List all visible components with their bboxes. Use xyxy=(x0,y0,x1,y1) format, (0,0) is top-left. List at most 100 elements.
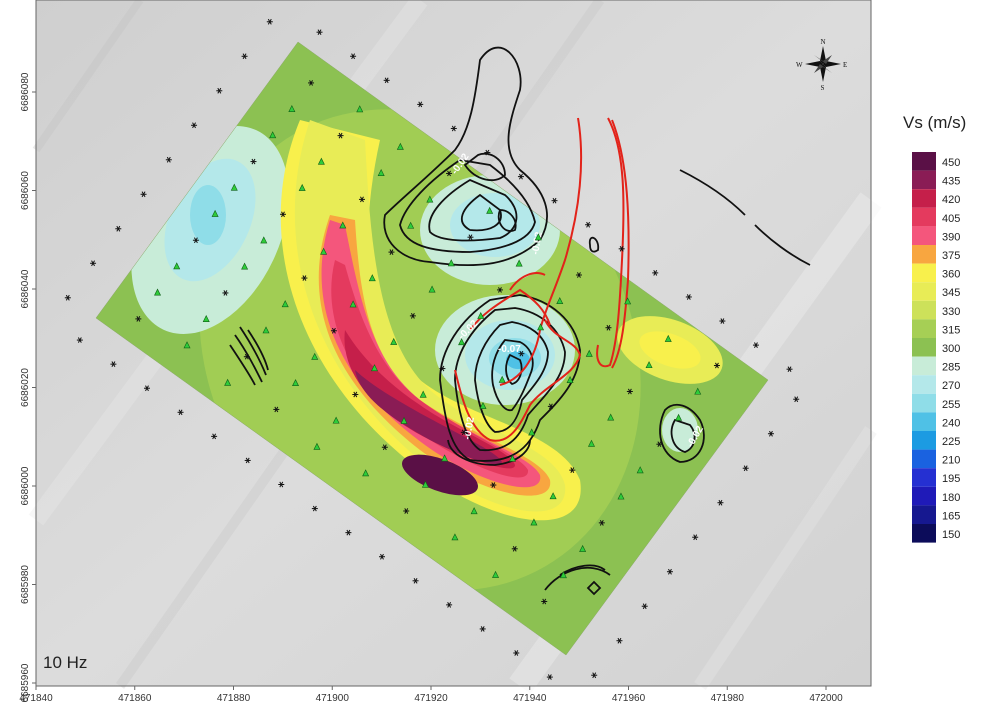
x-tick-label: 471940 xyxy=(513,693,547,704)
legend-label: 180 xyxy=(942,492,960,504)
x-axis: 471840 471860 471880 471900 471920 471940 4719… xyxy=(19,686,843,704)
geophone-star-icon xyxy=(135,316,142,322)
legend-label: 420 xyxy=(942,194,960,206)
x-tick-label: 471880 xyxy=(217,693,251,704)
station-triangle-icon xyxy=(617,492,625,500)
geophone-star-icon xyxy=(165,156,172,163)
station-triangle-icon xyxy=(645,361,653,369)
station-triangle-icon xyxy=(588,439,595,447)
survey-area-outline xyxy=(95,41,769,656)
legend-label: 435 xyxy=(942,176,960,188)
station-triangle-icon xyxy=(230,183,238,191)
geophone-star-icon xyxy=(786,366,793,373)
legend-label: 285 xyxy=(942,362,960,374)
geophone-star-icon xyxy=(241,53,248,60)
geophone-star-icon xyxy=(388,249,395,255)
station-triangle-icon xyxy=(332,416,340,424)
geophone-star-icon xyxy=(652,270,659,276)
geophone-star-icon xyxy=(618,245,625,252)
geophone-star-icon xyxy=(460,429,467,436)
geophone-star-icon xyxy=(110,361,117,367)
geophone-star-icon xyxy=(719,318,726,324)
station-triangle-icon xyxy=(269,131,277,139)
geophone-star-icon xyxy=(598,520,605,526)
geophone-star-icon xyxy=(551,197,558,204)
station-triangle-icon xyxy=(458,338,466,346)
geophone-star-icon xyxy=(250,158,257,165)
geophone-star-icon xyxy=(266,18,273,25)
station-triangle-icon xyxy=(154,288,162,296)
black-isolines xyxy=(229,46,811,596)
geophone-star-icon xyxy=(490,482,497,488)
legend-swatch xyxy=(912,170,936,190)
legend-label: 405 xyxy=(942,213,960,225)
geophone-star-icon xyxy=(417,101,424,108)
legend-swatch xyxy=(912,356,936,376)
geophone-star-icon xyxy=(273,406,280,413)
geophone-star-icon xyxy=(211,433,218,440)
legend-swatch xyxy=(912,300,936,320)
station-triangle-icon xyxy=(559,571,567,579)
geophone-star-icon xyxy=(450,125,457,132)
legend-label: 330 xyxy=(942,306,960,318)
legend-label: 255 xyxy=(942,399,960,411)
geophone-star-icon xyxy=(222,290,229,296)
y-tick-label: 6686060 xyxy=(20,171,31,210)
station-triangle-icon xyxy=(262,326,270,334)
legend-items: 450 435 420 405 390 375 360 345 330 315 300 285 270 2… xyxy=(912,152,960,543)
station-triangle-icon xyxy=(556,297,564,305)
station-triangle-icon xyxy=(585,349,593,357)
geophone-star-icon xyxy=(685,294,692,300)
station-triangle-icon xyxy=(537,323,545,331)
legend-swatch xyxy=(912,393,936,413)
x-tick-label: 471900 xyxy=(316,693,350,704)
red-isolines xyxy=(454,117,630,442)
geophone-star-icon xyxy=(585,221,592,228)
contour-labels: -0.02 -0.02 -0.07 -0.02 -0.02 -0.02 xyxy=(449,151,706,449)
station-triangle-icon xyxy=(426,195,434,203)
geophone-star-icon xyxy=(378,553,385,560)
geophone-star-icon xyxy=(192,237,199,244)
legend-swatch xyxy=(912,226,936,245)
legend-label: 390 xyxy=(942,231,960,243)
geophone-star-icon xyxy=(656,441,663,448)
geophone-star-icon xyxy=(316,29,323,36)
station-triangle-icon xyxy=(566,375,574,383)
geophone-star-icon xyxy=(546,674,553,680)
geophone-star-icon xyxy=(713,362,720,369)
station-triangle-icon xyxy=(421,480,429,488)
station-triangle-icon xyxy=(447,259,455,267)
station-triangle-icon xyxy=(479,401,487,409)
geophone-star-icon xyxy=(216,87,223,94)
legend-label: 150 xyxy=(942,529,960,541)
geophone-star-icon xyxy=(278,481,285,488)
geophone-star-icon xyxy=(409,313,416,319)
station-triangle-icon xyxy=(292,379,300,387)
station-triangle-icon xyxy=(534,233,542,241)
geophone-star-icon xyxy=(345,529,352,536)
y-tick-label: 6686080 xyxy=(20,72,31,111)
geophone-star-icon xyxy=(575,272,582,278)
legend-swatch xyxy=(912,245,936,264)
geophone-star-icon xyxy=(383,77,390,84)
station-triangle-icon xyxy=(311,352,319,360)
geophone-star-icon xyxy=(350,53,357,60)
geophone-star-icon xyxy=(412,577,419,584)
x-tick-label: 471980 xyxy=(711,693,745,704)
station-triangle-icon xyxy=(313,442,321,450)
geophone-star-icon xyxy=(742,465,749,472)
legend-swatch xyxy=(912,375,936,394)
legend-label: 360 xyxy=(942,269,960,281)
station-triangle-icon xyxy=(486,206,494,214)
legend-label: 210 xyxy=(942,455,960,467)
geophone-star-icon xyxy=(484,149,491,156)
frequency-label: 10 Hz xyxy=(43,653,87,672)
station-triangle-icon xyxy=(377,168,385,176)
geophone-star-icon xyxy=(244,457,251,464)
geophone-star-icon xyxy=(513,650,520,656)
legend-label: 240 xyxy=(942,417,960,429)
geophone-star-icon xyxy=(140,191,147,198)
station-triangle-icon xyxy=(288,104,296,112)
